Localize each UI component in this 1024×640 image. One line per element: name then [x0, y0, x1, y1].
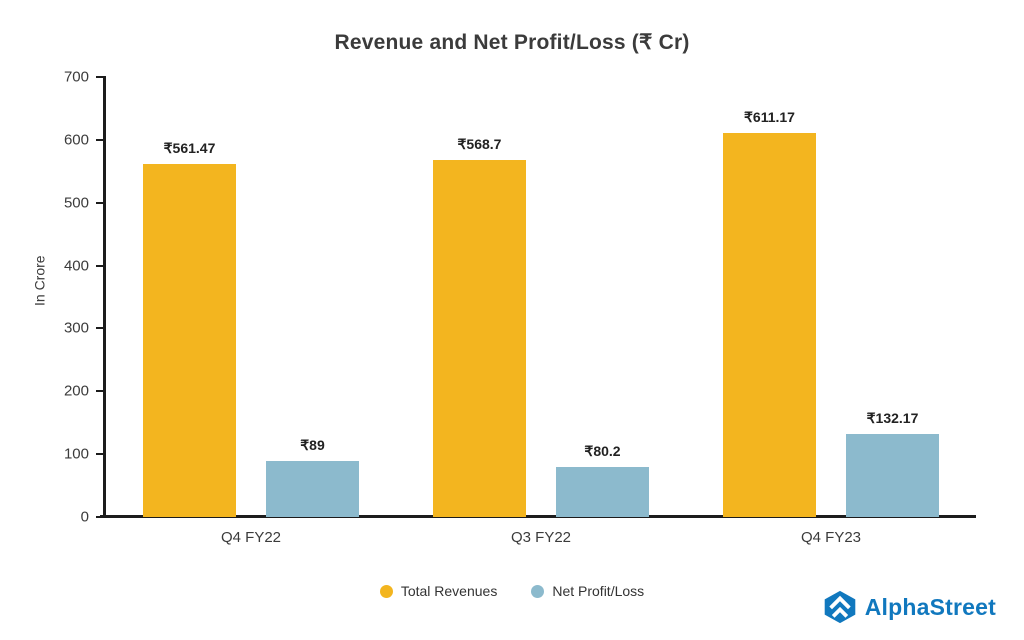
y-tick-label: 400: [63, 257, 89, 275]
bar-value-label: ₹132.17: [866, 409, 919, 426]
bar-net-profit-loss-q4-fy23: [846, 433, 939, 517]
x-axis-label-q4-fy22: Q4 FY22: [220, 529, 282, 546]
y-tick-label: 300: [63, 319, 89, 337]
bar-total-revenues-q3-fy22: [433, 159, 526, 517]
bar-column-total-revenues-q4-fy23: ₹611.17: [723, 109, 816, 517]
bar-group-q4-fy23: ₹611.17 ₹132.17: [686, 77, 976, 517]
y-tick-label: 100: [63, 445, 89, 463]
legend-dot: [531, 584, 545, 598]
bar-net-profit-loss-q3-fy22: [556, 466, 649, 517]
bar-column-total-revenues-q4-fy22: ₹561.47: [143, 140, 236, 517]
y-tick-mark: [96, 516, 106, 518]
bar-total-revenues-q4-fy22: [143, 164, 236, 517]
bar-value-label: ₹611.17: [744, 108, 795, 125]
y-axis-title: In Crore: [31, 255, 48, 306]
y-tick-mark: [96, 453, 106, 456]
bar-total-revenues-q4-fy23: [723, 132, 816, 517]
y-tick-label: 0: [80, 508, 89, 526]
bar-column-net-profit-loss-q4-fy23: ₹132.17: [846, 410, 939, 517]
bar-group-q4-fy22: ₹561.47 ₹89: [106, 77, 396, 517]
legend-label: Net Profit/Loss: [552, 583, 645, 599]
y-tick-label: 200: [63, 382, 89, 400]
bar-column-net-profit-loss-q4-fy22: ₹89: [266, 437, 359, 517]
brand-name: AlphaStreet: [864, 593, 996, 620]
y-tick-mark: [96, 138, 106, 141]
bar-value-label: ₹80.2: [584, 442, 621, 459]
y-tick-label: 700: [63, 68, 89, 86]
legend-label: Total Revenues: [400, 583, 498, 599]
x-axis-labels: Q4 FY22 Q3 FY22 Q4 FY23: [106, 529, 976, 546]
bar-group-q3-fy22: ₹568.7 ₹80.2: [396, 77, 686, 517]
y-tick-mark: [96, 390, 106, 393]
y-tick-mark: [96, 201, 106, 204]
plot-area: ₹561.47 ₹89 ₹568.7 ₹80.2 ₹611.17 ₹132.17: [106, 77, 976, 517]
y-tick-mark: [96, 264, 106, 267]
y-tick-label: 500: [63, 194, 89, 212]
y-tick-label: 600: [63, 131, 89, 149]
legend-item-net-profit-loss: Net Profit/Loss: [531, 583, 644, 599]
bar-value-label: ₹561.47: [163, 140, 216, 157]
bar-value-label: ₹568.7: [457, 135, 502, 152]
alphastreet-logo-icon: [823, 590, 857, 624]
y-tick-mark: [96, 327, 106, 330]
legend-dot: [379, 584, 393, 598]
chart-title: Revenue and Net Profit/Loss (₹ Cr): [334, 31, 690, 54]
x-axis-line: [100, 515, 976, 518]
bar-value-label: ₹89: [300, 437, 325, 454]
bar-net-profit-loss-q4-fy22: [266, 461, 359, 517]
bar-column-net-profit-loss-q3-fy22: ₹80.2: [556, 443, 649, 517]
x-axis-label-q3-fy22: Q3 FY22: [510, 529, 572, 546]
y-axis-line: [103, 76, 106, 517]
bar-column-total-revenues-q3-fy22: ₹568.7: [433, 136, 526, 517]
legend: Total Revenues Net Profit/Loss: [0, 583, 1024, 599]
branding-logo: AlphaStreet: [823, 590, 996, 624]
x-axis-label-q4-fy23: Q4 FY23: [800, 529, 862, 546]
legend-item-total-revenues: Total Revenues: [379, 583, 498, 599]
y-tick-mark: [96, 76, 106, 78]
